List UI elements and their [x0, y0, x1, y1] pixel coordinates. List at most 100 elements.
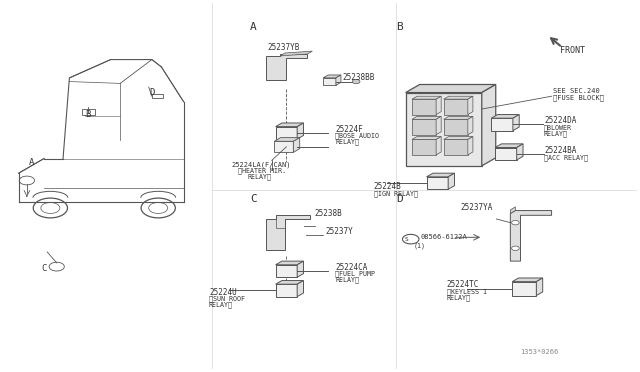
Text: 25237YB: 25237YB — [268, 43, 300, 52]
Polygon shape — [266, 215, 310, 250]
Text: 〈SUN ROOF: 〈SUN ROOF — [209, 296, 245, 302]
Polygon shape — [444, 137, 473, 140]
Bar — [82, 109, 95, 115]
Text: 25224BA: 25224BA — [544, 146, 577, 155]
Bar — [276, 126, 297, 139]
Text: C: C — [42, 264, 47, 273]
Circle shape — [403, 234, 419, 244]
Polygon shape — [482, 84, 496, 166]
Text: A: A — [29, 158, 34, 167]
Bar — [444, 99, 468, 115]
Text: B: B — [396, 22, 403, 32]
Polygon shape — [468, 96, 473, 115]
Text: 〈FUSE BLOCK〉: 〈FUSE BLOCK〉 — [554, 95, 604, 101]
Polygon shape — [323, 75, 341, 78]
Bar — [152, 94, 163, 98]
Polygon shape — [275, 138, 300, 141]
Text: 〈HEATER MIR.: 〈HEATER MIR. — [237, 167, 285, 174]
Text: 〈FUEL PUMP: 〈FUEL PUMP — [335, 271, 375, 277]
Bar — [495, 148, 516, 160]
Bar — [444, 140, 468, 155]
Polygon shape — [297, 261, 303, 277]
Polygon shape — [495, 144, 523, 148]
Text: D: D — [396, 194, 403, 204]
Polygon shape — [276, 280, 303, 284]
Polygon shape — [492, 115, 519, 118]
Polygon shape — [412, 116, 441, 119]
Text: 25237YA: 25237YA — [461, 203, 493, 212]
Polygon shape — [468, 137, 473, 155]
Polygon shape — [468, 116, 473, 135]
Text: 25224F: 25224F — [335, 125, 363, 134]
Text: 25237Y: 25237Y — [325, 227, 353, 236]
Bar — [444, 119, 468, 135]
Polygon shape — [406, 84, 496, 93]
Text: 08566-6122A: 08566-6122A — [420, 234, 467, 240]
Circle shape — [511, 221, 519, 225]
Polygon shape — [297, 123, 303, 139]
Text: 〈BOSE AUDIO: 〈BOSE AUDIO — [335, 133, 380, 140]
Text: 1353*0266: 1353*0266 — [520, 349, 558, 355]
Text: RELAY〉: RELAY〉 — [209, 302, 233, 308]
Bar — [276, 284, 297, 296]
Polygon shape — [513, 115, 519, 131]
Text: 25224CA: 25224CA — [335, 263, 367, 272]
Polygon shape — [412, 96, 441, 99]
Text: C: C — [250, 194, 257, 204]
Text: 25238B: 25238B — [315, 209, 342, 218]
Polygon shape — [336, 75, 341, 85]
Bar — [323, 78, 336, 85]
Polygon shape — [536, 278, 543, 296]
Polygon shape — [412, 137, 441, 140]
Text: 25224U: 25224U — [209, 288, 237, 297]
Bar — [276, 265, 297, 277]
Bar — [406, 93, 482, 166]
Text: D: D — [149, 88, 154, 97]
Text: 25224TC: 25224TC — [447, 280, 479, 289]
Polygon shape — [276, 123, 303, 126]
Circle shape — [511, 246, 519, 250]
Bar — [412, 119, 436, 135]
Text: FRONT: FRONT — [560, 46, 585, 55]
Polygon shape — [280, 51, 312, 56]
Bar — [492, 118, 513, 131]
Text: 〈BLOWER: 〈BLOWER — [544, 124, 572, 131]
Text: 25224LA(F/CAN): 25224LA(F/CAN) — [231, 161, 291, 168]
Text: S: S — [404, 237, 408, 242]
Text: RELAY〉: RELAY〉 — [335, 139, 359, 145]
Polygon shape — [436, 96, 441, 115]
Polygon shape — [266, 54, 307, 80]
Text: 25224DA: 25224DA — [544, 116, 577, 125]
Text: A: A — [250, 22, 257, 32]
Polygon shape — [427, 173, 454, 177]
Text: 25238BB: 25238BB — [342, 73, 374, 82]
Text: RELAY〉: RELAY〉 — [247, 173, 271, 180]
Polygon shape — [444, 96, 473, 99]
Polygon shape — [436, 116, 441, 135]
Polygon shape — [293, 138, 300, 152]
Bar — [412, 140, 436, 155]
Polygon shape — [276, 261, 303, 265]
Bar — [427, 177, 448, 189]
Polygon shape — [297, 280, 303, 296]
Text: 〈KEYLESS 1: 〈KEYLESS 1 — [447, 288, 487, 295]
Polygon shape — [512, 278, 543, 282]
Text: RELAY〉: RELAY〉 — [335, 277, 359, 283]
Text: RELAY〉: RELAY〉 — [544, 130, 568, 137]
Bar — [275, 141, 293, 152]
Circle shape — [353, 79, 360, 84]
Text: 25224B: 25224B — [374, 182, 402, 191]
Text: B: B — [86, 110, 91, 119]
Text: (1): (1) — [414, 242, 426, 248]
Polygon shape — [516, 144, 523, 160]
Text: 〈IGN RELAY〉: 〈IGN RELAY〉 — [374, 190, 418, 197]
Polygon shape — [510, 207, 515, 214]
Polygon shape — [510, 211, 552, 261]
Bar — [512, 282, 536, 296]
Polygon shape — [444, 116, 473, 119]
Bar — [412, 99, 436, 115]
Text: 〈ACC RELAY〉: 〈ACC RELAY〉 — [544, 154, 588, 161]
Text: RELAY〉: RELAY〉 — [447, 295, 471, 301]
Text: SEE SEC.240: SEE SEC.240 — [554, 89, 600, 94]
Polygon shape — [436, 137, 441, 155]
